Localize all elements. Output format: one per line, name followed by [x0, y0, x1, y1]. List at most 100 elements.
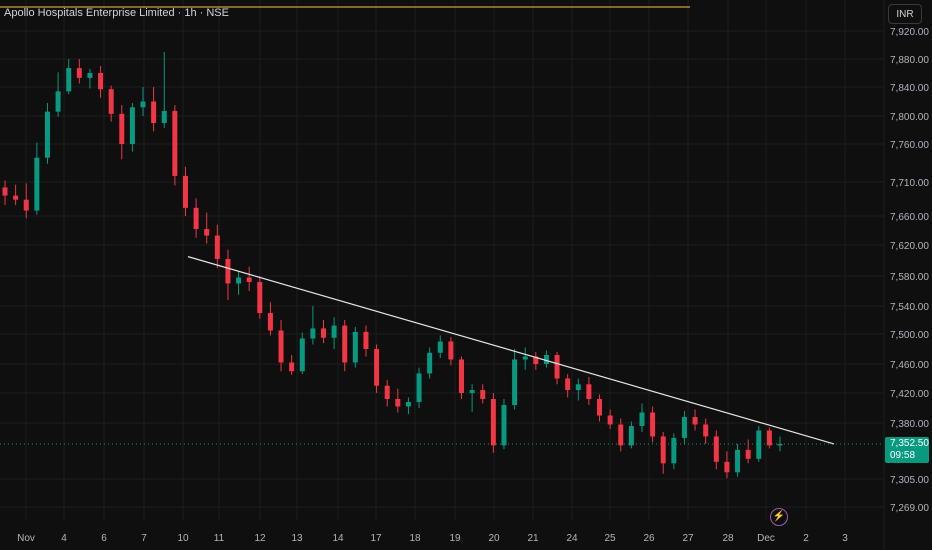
x-tick-label: 26	[643, 533, 655, 544]
candle-body	[129, 107, 135, 144]
candle-body	[204, 229, 210, 236]
chart-title: Apollo Hospitals Enterprise Limited · 1h…	[4, 7, 229, 19]
x-tick-label: 28	[722, 533, 734, 544]
candle-body	[225, 258, 231, 284]
x-tick-label: 11	[214, 533, 225, 544]
currency-button[interactable]: INR	[888, 4, 922, 24]
y-tick-label: 7,269.00	[890, 503, 929, 514]
x-tick-label: 24	[566, 533, 578, 544]
x-tick-label: 20	[488, 533, 500, 544]
candle-body	[161, 110, 167, 123]
y-tick-label: 7,760.00	[890, 140, 929, 151]
candle-body	[87, 73, 93, 78]
candle-body	[299, 338, 305, 372]
last-price-badge: 7,352.50 09:58	[885, 437, 929, 463]
candle-body	[713, 436, 719, 462]
candle-body	[469, 390, 475, 393]
candle-body	[289, 362, 295, 372]
candle-body	[267, 313, 273, 331]
candle-body	[257, 282, 263, 313]
candle-body	[565, 378, 571, 391]
candle-body	[331, 325, 337, 338]
x-tick-label: Dec	[757, 533, 775, 544]
candle-body	[374, 349, 380, 386]
candle-body	[310, 328, 316, 339]
candle-body	[384, 385, 390, 399]
price-axis[interactable]: 7,920.00 7,880.00 7,840.00 7,800.00 7,760.00…	[890, 27, 929, 514]
candle-body	[119, 113, 125, 144]
x-tick-label: 18	[409, 533, 421, 544]
candle-body	[618, 424, 624, 446]
candle-body	[480, 390, 486, 399]
y-tick-label: 7,710.00	[890, 178, 929, 189]
y-tick-label: 7,305.00	[890, 475, 929, 486]
candle-body	[44, 111, 50, 158]
candle-body	[777, 443, 783, 446]
x-tick-label: 2	[803, 533, 809, 544]
y-tick-label: 7,920.00	[890, 27, 929, 38]
candle-body	[543, 355, 549, 364]
candle-body	[427, 352, 433, 374]
candle-body	[459, 359, 465, 393]
x-tick-label: 3	[842, 533, 848, 544]
y-tick-label: 7,460.00	[890, 360, 929, 371]
candle-body	[66, 68, 72, 92]
candle-body	[193, 207, 199, 230]
candle-body	[501, 405, 507, 446]
time-axis[interactable]: Nov 4 6 7 10 11 12 13 14 17 18 19 20 21 24 25 26 27 28 Dec 2…	[17, 533, 848, 544]
y-tick-label: 7,540.00	[890, 302, 929, 313]
y-tick-label: 7,800.00	[890, 112, 929, 123]
x-tick-label: 6	[101, 533, 107, 544]
candle-body	[76, 68, 82, 78]
x-tick-label: 19	[449, 533, 461, 544]
candle-body	[151, 101, 157, 123]
x-tick-label: 7	[141, 533, 147, 544]
candle-body	[703, 424, 709, 437]
candle-body	[650, 412, 656, 437]
candle-body	[342, 325, 348, 363]
candle-body	[23, 199, 29, 211]
candle-body	[597, 399, 603, 416]
candle-body	[98, 73, 104, 90]
bar-countdown: 09:58	[890, 450, 916, 461]
candle-body	[628, 425, 634, 446]
candle-body	[55, 91, 61, 112]
candle-body	[140, 101, 146, 108]
lightning-icon[interactable]: ⚡	[770, 508, 788, 526]
candle-body	[735, 449, 741, 473]
x-tick-label: Nov	[17, 533, 35, 544]
x-tick-label: 13	[291, 533, 303, 544]
candle-body	[671, 437, 677, 464]
candle-body	[395, 399, 401, 407]
x-tick-label: 10	[177, 533, 189, 544]
candle-body	[405, 402, 411, 407]
y-tick-label: 7,880.00	[890, 55, 929, 66]
candle-body	[512, 359, 518, 405]
candle-body	[246, 277, 252, 282]
candle-body	[756, 430, 762, 459]
candle-body	[236, 277, 242, 284]
last-price-value: 7,352.50	[890, 438, 929, 449]
y-tick-label: 7,620.00	[890, 241, 929, 252]
candle-body	[575, 384, 581, 391]
grid	[0, 0, 884, 520]
y-tick-label: 7,420.00	[890, 389, 929, 400]
y-tick-label: 7,380.00	[890, 419, 929, 430]
y-tick-label: 7,840.00	[890, 83, 929, 94]
y-tick-label: 7,500.00	[890, 330, 929, 341]
candle-body	[34, 157, 40, 211]
candle-body	[681, 417, 687, 438]
candle-body	[13, 195, 19, 200]
candle-body	[490, 399, 496, 446]
y-tick-label: 7,580.00	[890, 272, 929, 283]
candle-body	[692, 417, 698, 425]
candle-body	[416, 373, 422, 402]
candle-body	[766, 430, 772, 446]
candle-body	[448, 341, 454, 360]
candle-body	[214, 235, 220, 259]
trendline[interactable]	[187, 256, 835, 445]
candle-body	[533, 356, 539, 364]
x-tick-label: 12	[254, 533, 266, 544]
candle-body	[182, 175, 188, 208]
